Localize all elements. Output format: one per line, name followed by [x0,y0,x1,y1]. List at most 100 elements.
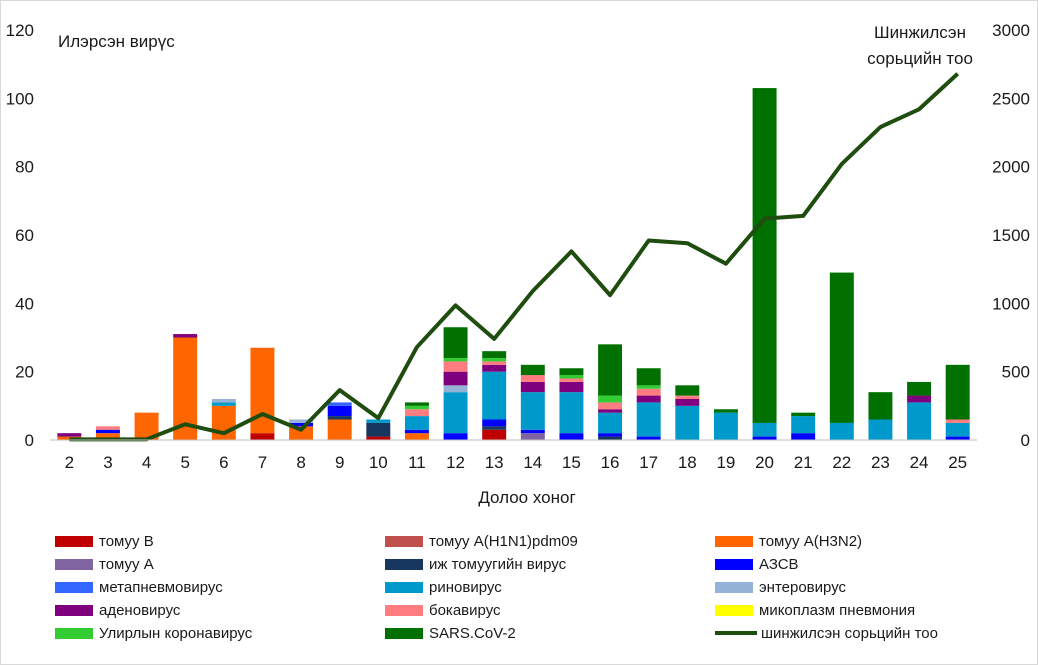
legend-color-swatch [385,604,423,616]
bar-segment [57,433,82,437]
y-right-tick-label: 2000 [992,158,1030,177]
bar-segment [327,416,352,420]
legend-color-swatch [55,535,93,547]
x-tick-label: 11 [408,453,426,472]
legend-label: томуу A(H3N2) [759,532,863,550]
bar-segment [482,364,507,372]
bar-segment [250,433,275,440]
bar-segment [559,392,584,434]
bar-segment [598,409,623,413]
y-right-tick-label: 0 [1021,431,1030,450]
bar-segment [829,422,854,440]
bar-segment [636,436,661,440]
legend-color-swatch [385,627,423,639]
bar-segment [366,422,391,437]
bar-segment [289,422,314,427]
bars-layer [57,88,970,440]
bar-segment [675,405,700,440]
bar-segment [404,405,429,410]
y-left-tick-label: 0 [25,431,34,450]
x-tick-label: 12 [446,453,465,472]
bar-segment [752,422,777,437]
bar-segment [327,402,352,406]
legend-item: микоплазм пневмония [715,599,915,621]
y-axis-left: 0 20 40 60 80 100 120 [6,21,34,450]
legend-label: аденовирус [99,601,181,619]
x-tick-label: 24 [910,453,929,472]
bar-segment [636,388,661,396]
legend-color-swatch [715,558,753,570]
bar-segment [366,419,391,423]
legend-label: томуу A(H1N1)pdm09 [429,532,578,550]
bar-segment [636,368,661,386]
bar-segment [559,433,584,440]
legend-label: риновирус [429,578,502,596]
bar-segment [791,416,816,434]
legend-item: томуу B [55,530,154,552]
legend-label: иж томуугийн вирус [429,555,567,573]
bar-segment [713,412,738,440]
bar-segment [598,395,623,403]
y-left-tick-label: 100 [6,89,34,108]
legend-color-swatch [55,581,93,593]
x-tick-label: 18 [678,453,697,472]
x-axis: 2 3 4 5 6 7 8 9 10 11 12 13 14 15 16 17 18 19 20 21 22 23 24 25 [50,439,977,472]
bar-segment [366,436,391,440]
legend-item: АЗСВ [715,553,799,575]
bar-segment [598,436,623,440]
legend-item: бокавирус [385,599,501,621]
bar-segment [945,436,970,440]
y-left-tick-label: 60 [15,226,34,245]
legend-label: бокавирус [429,601,501,619]
legend-label: Улирлын коронавирус [99,624,253,642]
bar-segment [520,433,545,440]
legend-line-swatch [715,631,757,635]
bar-segment [636,395,661,403]
x-tick-label: 21 [794,453,813,472]
y-axis-right: 0 500 1000 1500 2000 2500 3000 [992,21,1030,450]
legend-item: томуу A(H3N2) [715,530,862,552]
x-tick-label: 4 [142,453,151,472]
bar-segment [482,429,507,440]
bar-segment [598,433,623,437]
bar-segment [559,381,584,393]
bar-segment [443,358,468,362]
bar-segment [598,344,623,396]
bar-segment [443,392,468,434]
x-tick-label: 3 [103,453,112,472]
legend-color-swatch [385,558,423,570]
legend-label: томуу A [99,555,154,573]
legend-label: АЗСВ [759,555,799,573]
bar-segment [559,368,584,376]
bar-segment [95,433,120,440]
bar-segment [404,402,429,406]
legend-item: томуу A(H1N1)pdm09 [385,530,578,552]
bar-segment [945,419,970,423]
x-tick-label: 16 [601,453,620,472]
bar-segment [520,375,545,382]
y-axis-right-title: Шинжилсэн сорьцийн тоо [867,23,973,68]
bar-segment [211,402,236,406]
legend-color-swatch [55,627,93,639]
bar-segment [868,392,893,420]
legend-item: Улирлын коронавирус [55,622,252,644]
x-tick-label: 23 [871,453,890,472]
bar-segment [482,361,507,365]
bar-segment [404,433,429,440]
bar-segment [482,351,507,358]
x-tick-label: 2 [65,453,74,472]
y-right-tick-label: 3000 [992,21,1030,40]
legend: томуу B томуу A(H1N1)pdm09 томуу A(H3N2) то… [0,530,1038,660]
legend-color-swatch [715,535,753,547]
legend-item: энтеровирус [715,576,846,598]
y-right-tick-label: 500 [1002,363,1030,382]
bar-segment [945,422,970,437]
legend-item: шинжилсэн сорьцийн тоо [715,622,938,644]
bar-segment [443,327,468,358]
bar-segment [791,412,816,417]
y-right-tick-label: 2500 [992,89,1030,108]
legend-label: метапневмовирус [99,578,223,596]
legend-color-swatch [715,604,753,616]
x-tick-label: 14 [523,453,542,472]
bar-segment [675,395,700,399]
